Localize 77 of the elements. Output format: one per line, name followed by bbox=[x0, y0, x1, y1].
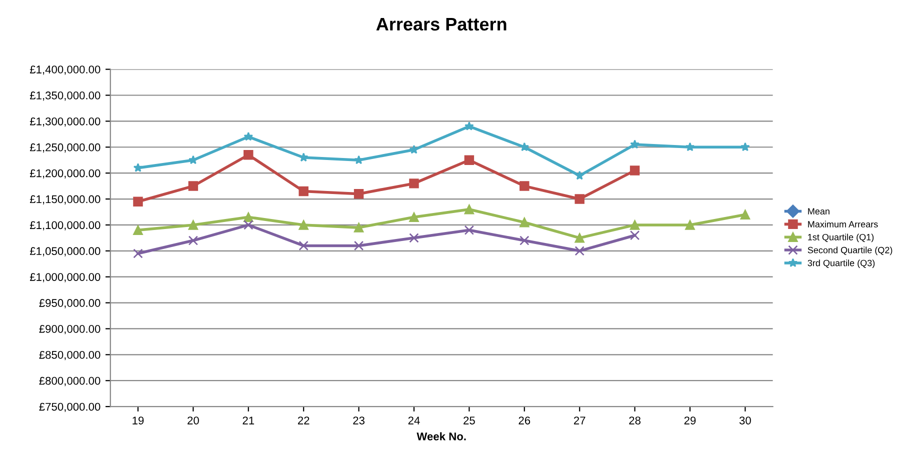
x-tick-label: 25 bbox=[464, 416, 475, 424]
y-tick-label: £750,000.00 bbox=[39, 402, 100, 412]
point bbox=[298, 152, 308, 162]
y-tick-label: £1,150,000.00 bbox=[30, 195, 100, 204]
x-tick-label: 27 bbox=[574, 416, 586, 424]
point bbox=[354, 240, 364, 251]
x-tick-label: 30 bbox=[739, 416, 751, 424]
point bbox=[354, 188, 364, 199]
x-tick-label: 26 bbox=[518, 416, 530, 424]
legend-label: Mean bbox=[808, 208, 830, 214]
point bbox=[685, 220, 695, 230]
point bbox=[409, 233, 419, 243]
y-tick-label: £1,400,000.00 bbox=[30, 66, 100, 75]
y-tick-label: £800,000.00 bbox=[39, 376, 100, 386]
point bbox=[133, 248, 143, 258]
point bbox=[244, 220, 254, 230]
point bbox=[409, 212, 419, 222]
y-tick-label: £1,050,000.00 bbox=[30, 247, 100, 256]
point bbox=[133, 196, 143, 206]
point bbox=[630, 220, 640, 230]
x-tick-label: 22 bbox=[298, 416, 310, 424]
point bbox=[520, 142, 530, 152]
y-tick-label: £850,000.00 bbox=[39, 350, 100, 360]
point bbox=[244, 150, 254, 160]
point bbox=[298, 186, 308, 196]
y-tick-label: £950,000.00 bbox=[39, 299, 100, 308]
point bbox=[354, 155, 364, 164]
legend-label: 3rd Quartile (Q3) bbox=[808, 260, 875, 268]
point bbox=[464, 225, 474, 236]
y-tick-label: £1,200,000.00 bbox=[30, 169, 100, 179]
point bbox=[464, 204, 474, 214]
x-axis-title: Week No. bbox=[416, 432, 466, 440]
point bbox=[133, 225, 143, 236]
point bbox=[464, 122, 474, 130]
point bbox=[188, 155, 198, 164]
point bbox=[574, 194, 584, 204]
point bbox=[244, 132, 254, 141]
point bbox=[740, 142, 750, 152]
point bbox=[685, 142, 695, 152]
point bbox=[188, 236, 198, 246]
point bbox=[630, 166, 640, 176]
y-tick-label: £1,100,000.00 bbox=[30, 221, 100, 230]
x-tick-label: 24 bbox=[408, 416, 420, 424]
legend-label: 1st Quartile (Q1) bbox=[808, 234, 874, 242]
point bbox=[188, 181, 198, 191]
point bbox=[574, 246, 584, 256]
y-tick-label: £1,250,000.00 bbox=[30, 143, 100, 153]
x-tick-label: 19 bbox=[132, 416, 144, 424]
point bbox=[520, 181, 530, 191]
point bbox=[464, 155, 474, 165]
y-tick-label: £1,000,000.00 bbox=[30, 273, 100, 282]
point bbox=[244, 212, 254, 222]
point bbox=[354, 222, 364, 232]
point bbox=[133, 163, 143, 172]
chart-title: Arrears Pattern bbox=[376, 18, 506, 31]
point bbox=[630, 230, 640, 240]
point bbox=[298, 240, 308, 251]
x-tick-label: 23 bbox=[353, 416, 364, 424]
point bbox=[740, 210, 750, 220]
point bbox=[520, 236, 530, 246]
point bbox=[188, 220, 198, 230]
point bbox=[298, 220, 308, 230]
y-tick-label: £900,000.00 bbox=[39, 325, 100, 334]
x-tick-label: 21 bbox=[242, 416, 254, 424]
point bbox=[574, 170, 584, 180]
x-tick-label: 28 bbox=[629, 416, 640, 424]
y-tick-label: £1,300,000.00 bbox=[30, 117, 100, 127]
y-tick-label: £1,350,000.00 bbox=[30, 92, 100, 101]
point bbox=[520, 218, 530, 228]
point bbox=[630, 140, 640, 149]
x-tick-label: 29 bbox=[684, 416, 696, 424]
point bbox=[409, 178, 419, 188]
legend-label: Second Quartile (Q2) bbox=[808, 246, 892, 256]
point bbox=[409, 144, 419, 154]
legend-label: Maximum Arrears bbox=[808, 220, 878, 228]
point bbox=[574, 233, 584, 243]
x-tick-label: 20 bbox=[188, 416, 199, 424]
